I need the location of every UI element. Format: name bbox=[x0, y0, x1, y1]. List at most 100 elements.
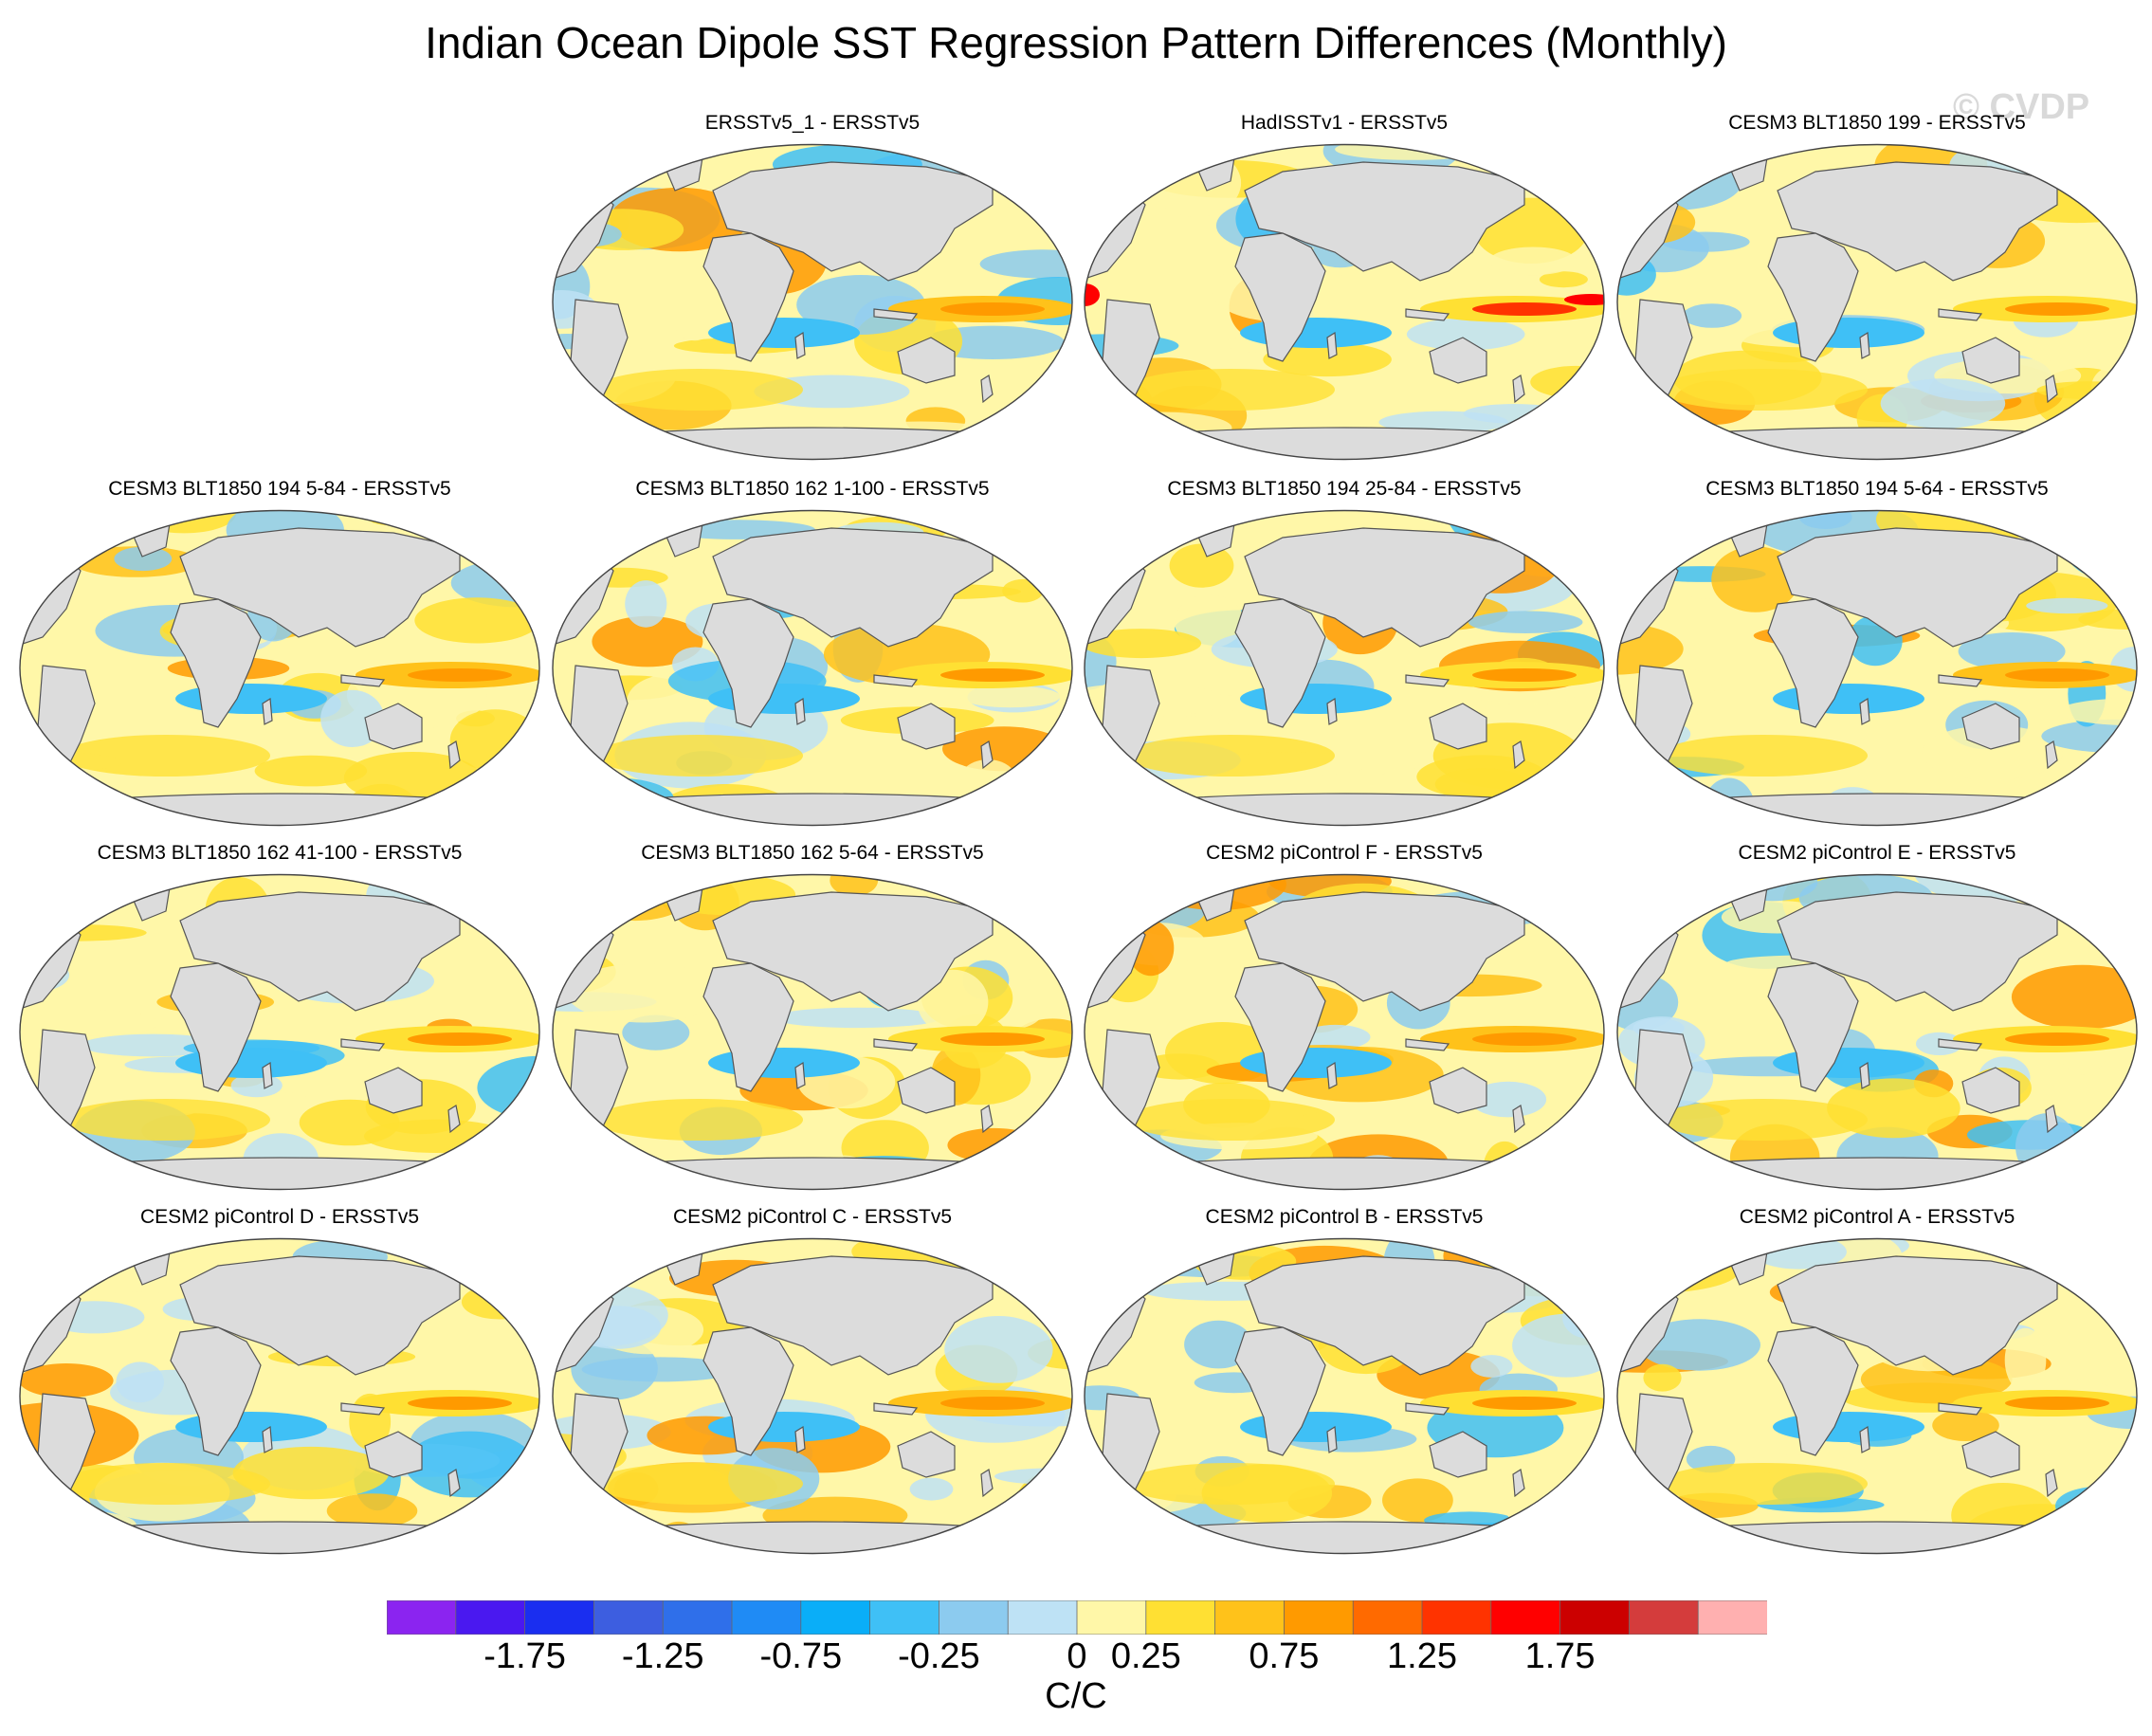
anomaly-contour bbox=[1085, 629, 1202, 659]
land-mass bbox=[1326, 1061, 1338, 1089]
anomaly-contour bbox=[1470, 1355, 1513, 1378]
map-panel-title: CESM3 BLT1850 162 1-100 - ERSSTv5 bbox=[635, 478, 990, 500]
anomaly-contour bbox=[2005, 1032, 2109, 1046]
land-mass bbox=[340, 674, 386, 687]
map-panel-title: CESM3 BLT1850 194 5-84 - ERSSTv5 bbox=[108, 478, 451, 500]
land-mass bbox=[364, 1431, 423, 1478]
anomaly-contour bbox=[432, 527, 489, 543]
anomaly-contour bbox=[363, 1119, 510, 1153]
map-panel: CESM3 BLT1850 162 1-100 - ERSSTv5 bbox=[547, 478, 1078, 838]
land-mass bbox=[897, 1431, 956, 1478]
anomaly-contour bbox=[553, 1535, 581, 1554]
map-outline bbox=[1084, 509, 1605, 827]
colorbar-swatch bbox=[387, 1600, 457, 1635]
anomaly-contour bbox=[1020, 430, 1072, 460]
anomaly-contour bbox=[594, 1099, 803, 1141]
colorbar-swatch bbox=[869, 1600, 940, 1635]
land-mass bbox=[1859, 1425, 1870, 1453]
land-mass bbox=[1938, 1402, 1983, 1416]
world-map bbox=[552, 873, 1073, 1191]
land-mass bbox=[340, 1402, 386, 1416]
map-outline bbox=[19, 1237, 540, 1555]
anomaly-contour bbox=[1174, 594, 1245, 649]
map-panel: CESM2 piControl B - ERSSTv5 bbox=[1079, 1206, 1610, 1566]
land-mass bbox=[262, 697, 273, 725]
land-mass bbox=[702, 1326, 794, 1456]
land-mass bbox=[1405, 308, 1450, 321]
anomaly-contour bbox=[1406, 318, 1525, 351]
anomaly-contour bbox=[554, 776, 625, 826]
anomaly-contour bbox=[1536, 874, 1604, 909]
anomaly-contour bbox=[1120, 426, 1181, 451]
land-mass bbox=[1244, 161, 1525, 282]
land-mass bbox=[1777, 891, 2058, 1012]
anomaly-contour bbox=[1085, 144, 1165, 185]
map-outline bbox=[552, 1237, 1073, 1555]
anomaly-contour bbox=[408, 668, 512, 682]
anomaly-contour bbox=[326, 1493, 418, 1528]
anomaly-contour bbox=[414, 597, 539, 644]
land-mass bbox=[873, 674, 919, 687]
anomaly-contour bbox=[1085, 283, 1100, 306]
land-mass bbox=[170, 962, 262, 1092]
anomaly-contour bbox=[1645, 448, 1742, 460]
map-panel: CESM2 piControl C - ERSSTv5 bbox=[547, 1206, 1078, 1566]
colorbar-tick-label: -0.25 bbox=[898, 1636, 980, 1676]
map-panel-title: CESM3 BLT1850 162 5-64 - ERSSTv5 bbox=[641, 842, 984, 864]
land-mass bbox=[1859, 697, 1870, 725]
anomaly-contour bbox=[62, 1463, 270, 1505]
anomaly-contour bbox=[449, 709, 539, 772]
anomaly-contour bbox=[674, 304, 716, 341]
map-outline bbox=[1084, 143, 1605, 461]
anomaly-contour bbox=[959, 685, 1061, 708]
anomaly-contour bbox=[567, 963, 721, 1023]
anomaly-contour bbox=[2004, 1327, 2047, 1393]
anomaly-contour bbox=[1617, 1510, 1679, 1554]
anomaly-contour bbox=[592, 615, 703, 667]
colorbar-swatch bbox=[1352, 1600, 1423, 1635]
anomaly-contour bbox=[1643, 1363, 1682, 1392]
anomaly-contour bbox=[232, 1446, 390, 1500]
map-outline bbox=[1084, 1237, 1605, 1555]
anomaly-contour bbox=[553, 880, 671, 906]
land-mass bbox=[702, 598, 794, 728]
land-mass bbox=[1234, 1326, 1326, 1456]
anomaly-contour bbox=[2033, 1238, 2073, 1255]
land-mass bbox=[1767, 962, 1859, 1092]
land-mass bbox=[262, 1425, 273, 1453]
anomaly-contour bbox=[485, 1508, 539, 1531]
world-map bbox=[19, 509, 540, 827]
anomaly-contour bbox=[20, 1136, 64, 1190]
land-mass bbox=[794, 697, 806, 725]
land-mass bbox=[1961, 1431, 2020, 1478]
colorbar-tick-label: 1.75 bbox=[1524, 1636, 1596, 1676]
map-panel-title: CESM3 BLT1850 194 25-84 - ERSSTv5 bbox=[1167, 478, 1522, 500]
land-mass bbox=[712, 891, 994, 1012]
anomaly-contour bbox=[1472, 302, 1577, 316]
colorbar-swatch bbox=[455, 1600, 526, 1635]
anomaly-contour bbox=[461, 1284, 538, 1320]
anomaly-contour bbox=[1335, 144, 1490, 160]
anomaly-contour bbox=[1124, 1153, 1180, 1190]
map-panel-title: CESM3 BLT1850 199 - ERSSTv5 bbox=[1728, 112, 2026, 134]
map-panel: CESM2 piControl F - ERSSTv5 bbox=[1079, 842, 1610, 1202]
anomaly-contour bbox=[31, 1010, 158, 1036]
anomaly-contour bbox=[1151, 148, 1242, 217]
land-mass bbox=[1405, 674, 1450, 687]
land-mass bbox=[1512, 375, 1525, 404]
anomaly-contour bbox=[1659, 1463, 1868, 1505]
land-mass bbox=[980, 740, 994, 770]
land-mass bbox=[262, 1061, 273, 1089]
anomaly-contour bbox=[622, 1014, 690, 1051]
map-panel: HadISSTv1 - ERSSTv5 bbox=[1079, 112, 1610, 472]
anomaly-contour bbox=[1488, 247, 1578, 276]
figure-title: Indian Ocean Dipole SST Regression Patte… bbox=[425, 18, 1727, 67]
anomaly-contour bbox=[1126, 369, 1335, 411]
world-map bbox=[19, 873, 540, 1191]
colorbar-swatch bbox=[1145, 1600, 1216, 1635]
map-outline bbox=[552, 509, 1073, 827]
anomaly-contour bbox=[2052, 1524, 2133, 1554]
anomaly-contour bbox=[1002, 578, 1044, 603]
land-mass bbox=[873, 308, 919, 321]
land-mass bbox=[1326, 331, 1338, 359]
